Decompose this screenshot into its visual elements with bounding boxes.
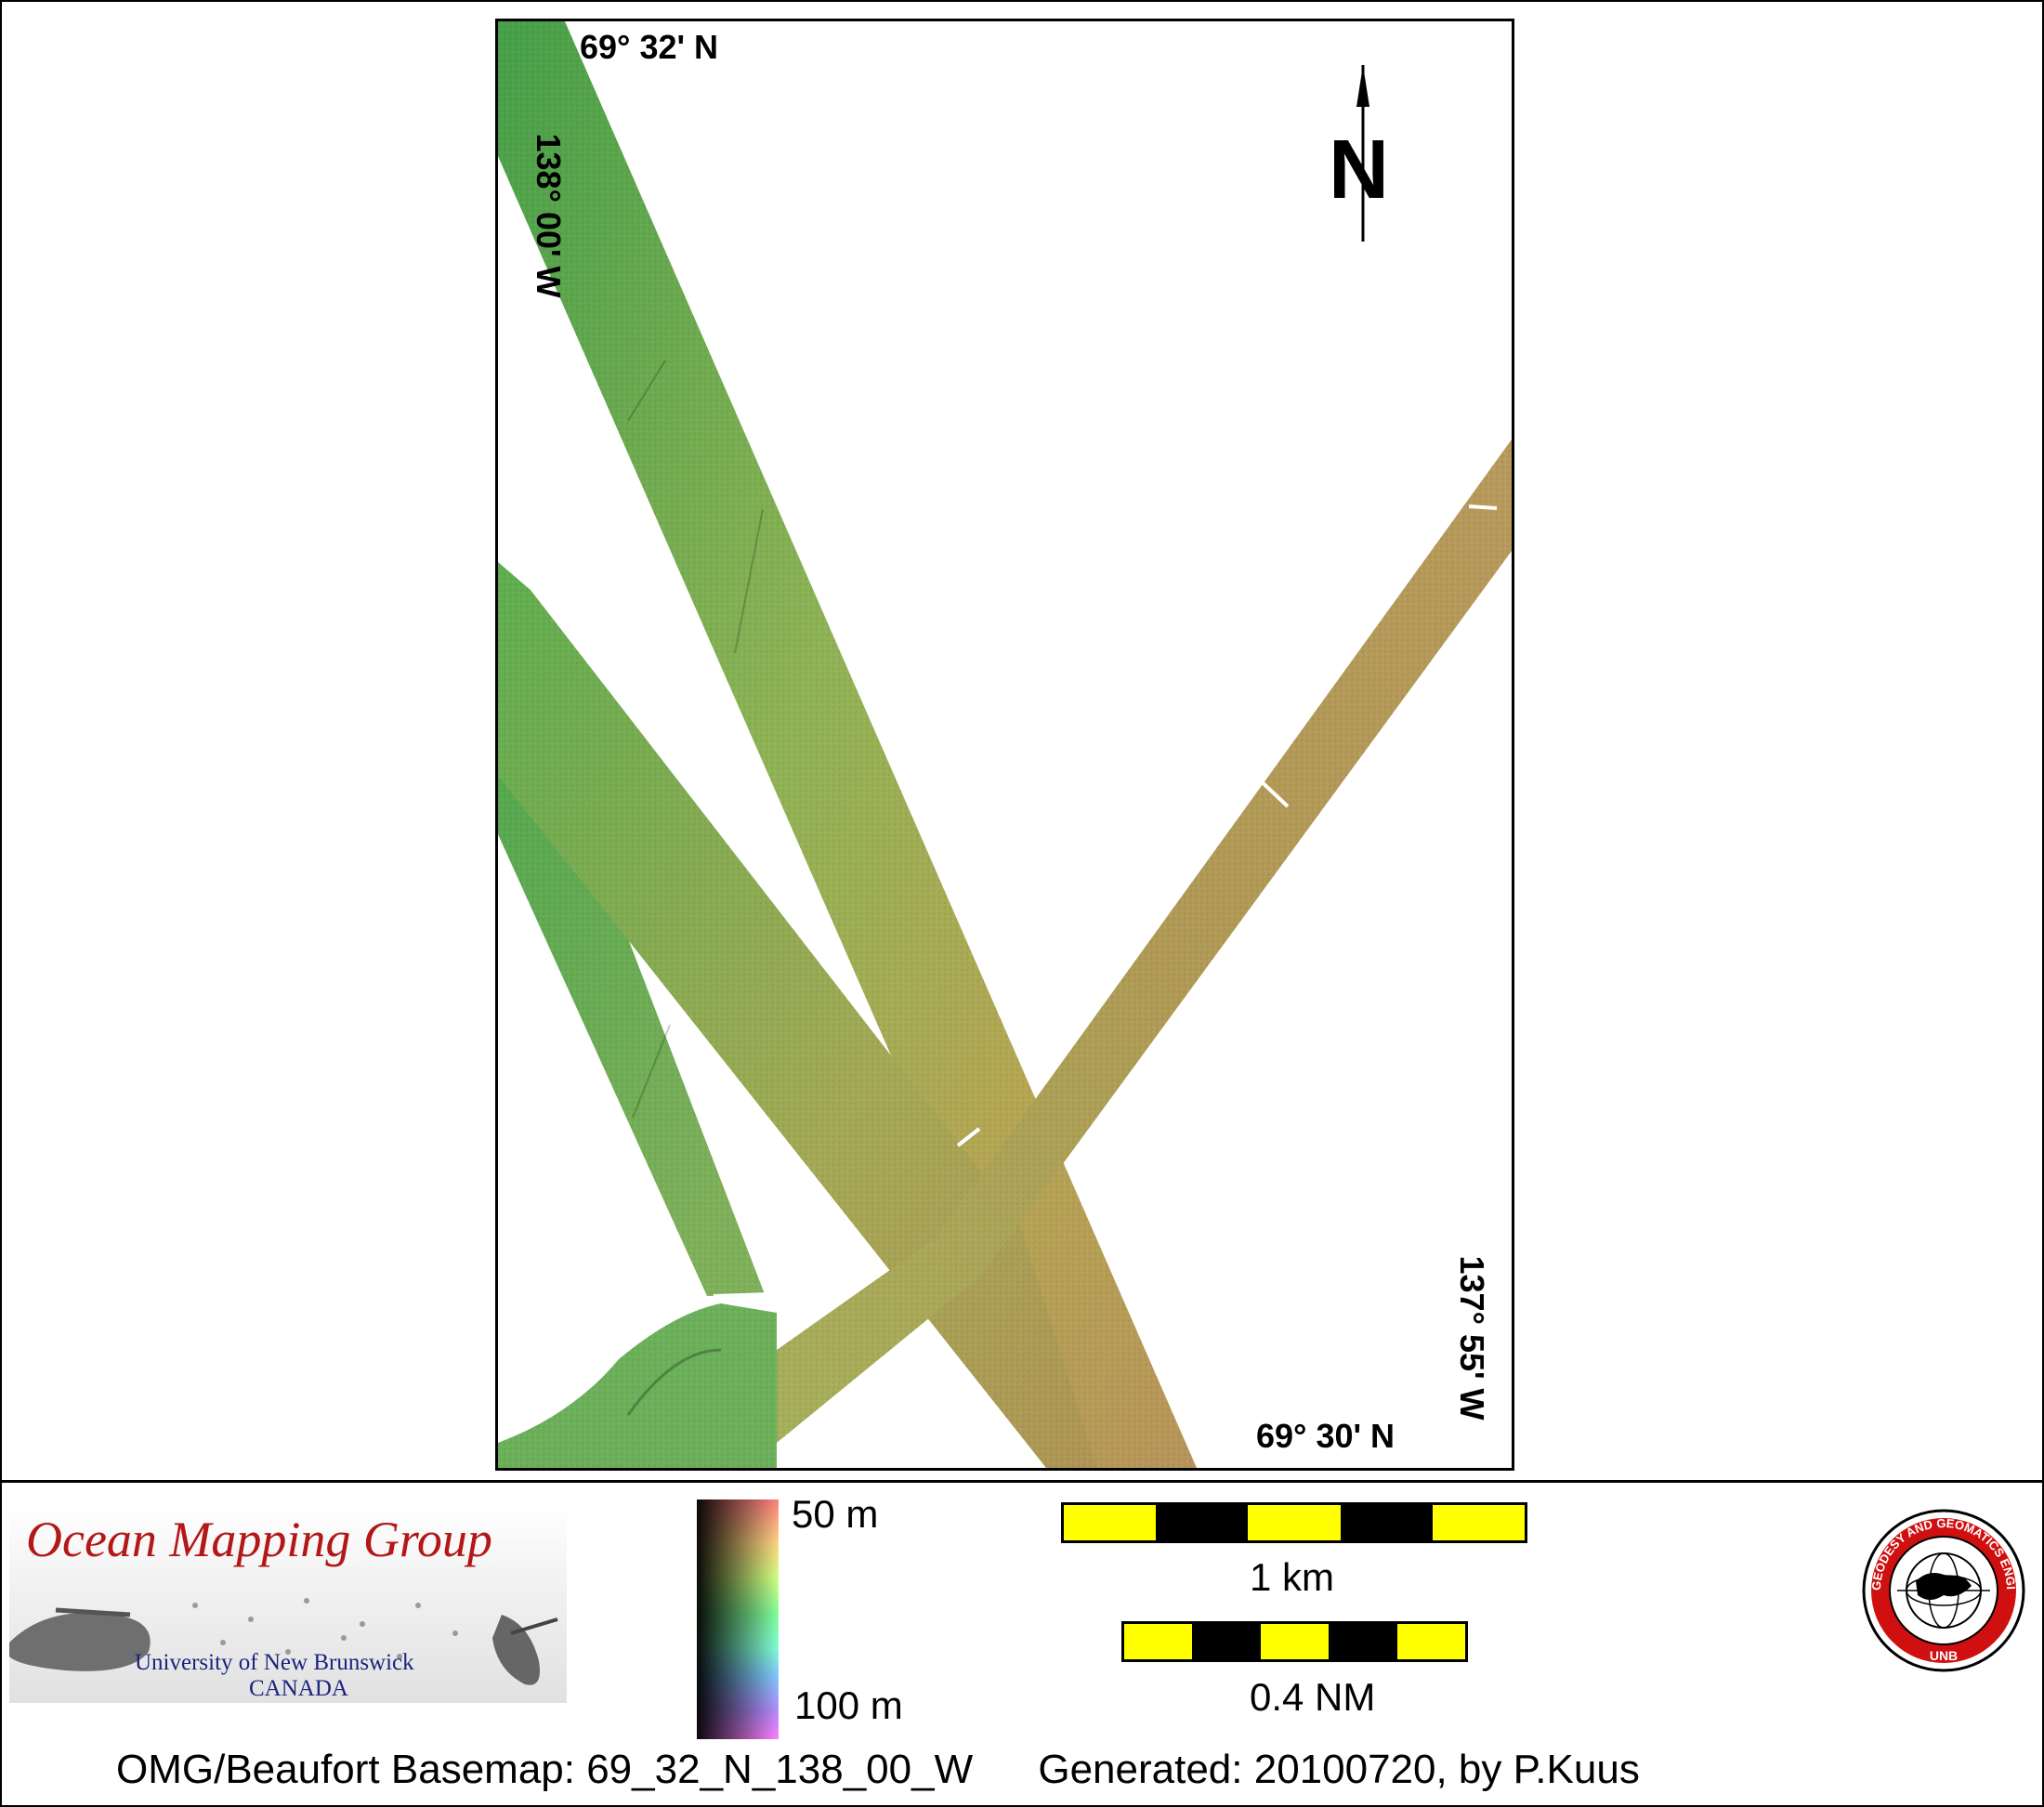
- footer-generated: Generated: 20100720, by P.Kuus: [1038, 1747, 1640, 1792]
- logo-title: Ocean Mapping Group: [26, 1512, 492, 1567]
- longitude-right-label: 137° 55' W: [1453, 1255, 1491, 1421]
- north-arrow-icon: N: [1329, 65, 1389, 242]
- ocean-mapping-group-logo: Ocean Mapping Group University of New Br…: [9, 1503, 567, 1703]
- latitude-top-label: 69° 32' N: [580, 28, 719, 66]
- scale-km-label: 1 km: [1250, 1555, 1335, 1599]
- footer: OMG/Beaufort Basemap: 69_32_N_138_00_W G…: [116, 1747, 1640, 1793]
- seafloor-art: [9, 1598, 558, 1685]
- footer-basemap: OMG/Beaufort Basemap: 69_32_N_138_00_W: [116, 1747, 974, 1792]
- map-frame[interactable]: [495, 19, 1514, 1471]
- scale-bar-nm: [1121, 1621, 1468, 1662]
- colorbar-bottom-label: 100 m: [794, 1683, 903, 1727]
- bathymetry-swaths: [498, 21, 1512, 1468]
- latitude-bottom-label: 69° 30' N: [1256, 1417, 1395, 1455]
- seal-bottom: UNB: [1930, 1648, 1958, 1663]
- north-label: N: [1329, 124, 1389, 216]
- depth-colorbar: [697, 1499, 779, 1739]
- legend-divider: [0, 1480, 2044, 1483]
- colorbar-top-label: 50 m: [792, 1492, 879, 1536]
- logo-university: University of New Brunswick: [135, 1650, 414, 1675]
- scale-bar-km: [1061, 1502, 1527, 1543]
- longitude-left-label: 138° 00' W: [530, 133, 568, 298]
- scale-nm-label: 0.4 NM: [1250, 1675, 1376, 1719]
- unb-seal-icon: GEODESY AND GEOMATICS ENGINEERING UNB: [1860, 1507, 2025, 1672]
- logo-country: CANADA: [249, 1676, 348, 1701]
